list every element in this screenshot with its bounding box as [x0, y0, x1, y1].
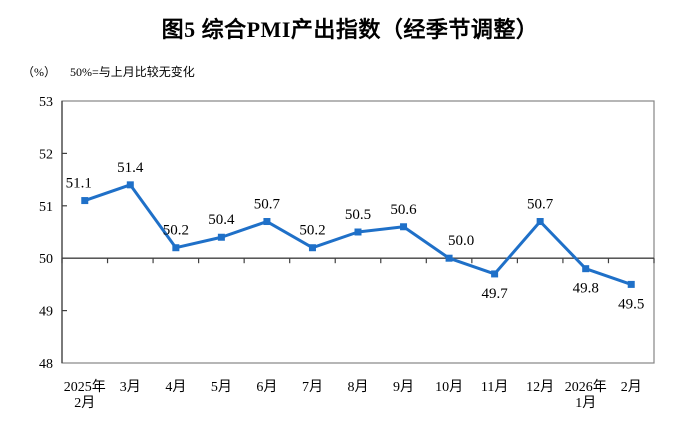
data-label: 50.5: [345, 207, 371, 223]
x-category-label: 9月: [393, 379, 414, 395]
y-tick-label: 48: [39, 357, 53, 372]
x-category-label: 3月: [120, 379, 141, 395]
y-tick-label: 51: [39, 200, 53, 215]
y-tick-label: 53: [39, 95, 53, 110]
data-label: 50.2: [299, 223, 325, 239]
data-point-marker: [354, 228, 362, 236]
data-point-marker: [627, 280, 635, 288]
data-label: 50.7: [254, 197, 281, 213]
data-point-marker: [582, 265, 590, 273]
data-point-marker: [217, 233, 225, 241]
data-label: 49.5: [618, 296, 644, 312]
x-category-label: 7月: [302, 379, 323, 395]
data-point-marker: [308, 244, 316, 252]
data-label: 50.7: [527, 197, 554, 213]
axis-note: （%） 50%=与上月比较无变化: [22, 63, 195, 80]
x-category-label: 10月: [435, 379, 463, 395]
data-point-marker: [263, 218, 271, 226]
data-label: 49.7: [481, 286, 508, 302]
x-category-label: 2025年 2月: [64, 379, 106, 411]
data-point-marker: [536, 218, 544, 226]
data-label: 51.4: [117, 160, 144, 176]
data-point-marker: [172, 244, 180, 252]
x-category-label: 4月: [165, 379, 186, 395]
x-category-label: 5月: [211, 379, 232, 395]
data-point-marker: [400, 223, 408, 231]
y-tick-label: 52: [39, 147, 53, 162]
x-category-label: 12月: [526, 379, 554, 395]
x-category-label: 11月: [481, 379, 508, 395]
x-category-label: 2月: [621, 379, 642, 395]
unit-label: （%）: [22, 65, 56, 79]
data-point-marker: [491, 270, 499, 278]
data-label: 50.2: [163, 223, 189, 239]
data-point-marker: [445, 254, 453, 262]
data-label: 51.1: [66, 176, 92, 192]
x-category-label: 8月: [348, 379, 369, 395]
chart-title: 图5 综合PMI产出指数（经季节调整）: [161, 17, 539, 42]
data-point-marker: [81, 197, 89, 205]
reference-note: 50%=与上月比较无变化: [70, 65, 195, 79]
data-label: 50.6: [390, 202, 417, 218]
data-label: 50.4: [208, 212, 235, 228]
x-category-label: 6月: [256, 379, 277, 395]
data-label: 49.8: [573, 281, 599, 297]
data-label: 50.0: [448, 233, 474, 249]
data-point-marker: [126, 181, 134, 189]
x-category-label: 2026年 1月: [565, 379, 607, 411]
y-tick-label: 50: [39, 252, 53, 267]
y-tick-label: 49: [39, 305, 53, 320]
